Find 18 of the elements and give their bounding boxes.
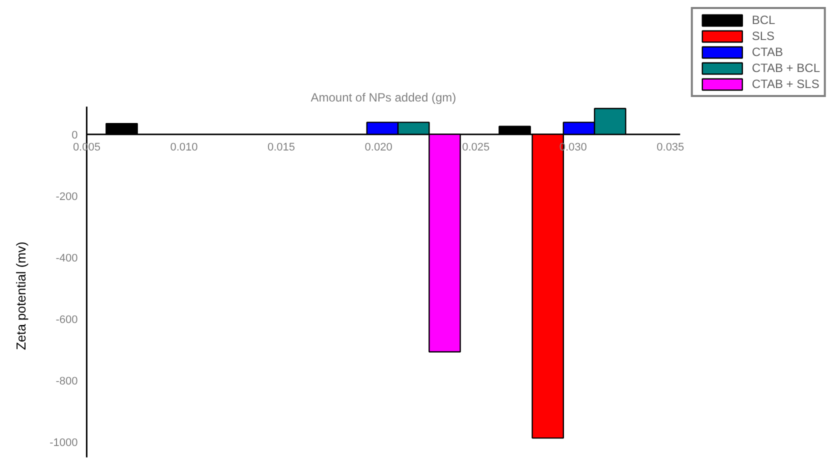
- x-tick-label: 0.010: [170, 141, 198, 154]
- y-tick-label: -400: [56, 252, 78, 264]
- x-axis-title: Amount of NPs added (gm): [310, 90, 456, 105]
- legend-label: CTAB + BCL: [752, 61, 820, 75]
- legend-label: SLS: [752, 29, 775, 43]
- y-tick-label: -800: [56, 376, 78, 388]
- x-tick-label: 0.020: [364, 141, 392, 154]
- x-tick-label: 0.015: [268, 141, 296, 154]
- legend-label: BCL: [752, 13, 776, 27]
- y-tick-label: 0: [72, 129, 78, 142]
- y-tick-label: -600: [56, 314, 78, 326]
- x-tick-label: 0.035: [656, 141, 684, 154]
- y-axis-title: Zeta potential (mv): [14, 242, 29, 350]
- x-tick-label: 0.025: [462, 141, 490, 154]
- legend-label: CTAB + SLS: [752, 77, 820, 91]
- y-tick-label: -1000: [50, 437, 78, 450]
- y-tick-label: -200: [56, 190, 78, 203]
- legend-label: CTAB: [752, 45, 783, 59]
